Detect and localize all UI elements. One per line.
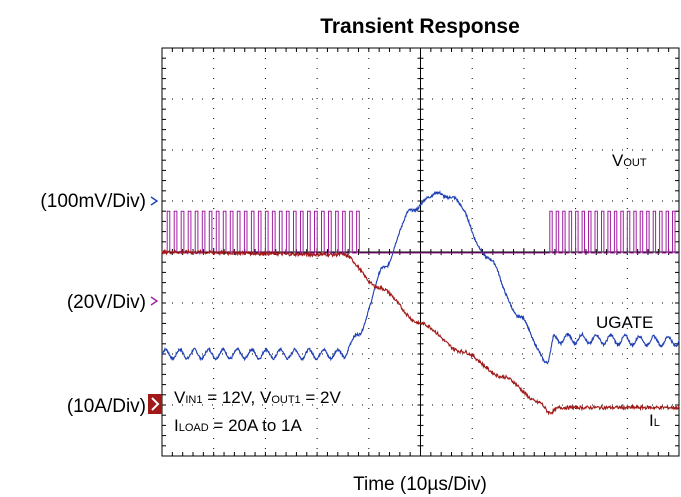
scope-graticule <box>161 47 680 457</box>
vout-trace <box>161 190 680 365</box>
vout-trace-label: VOUT <box>612 151 647 170</box>
x-axis-label: Time (10µs/Div) <box>353 474 487 495</box>
channel-scale-ugate: (20V/Div) <box>67 292 146 313</box>
ugate-trace-label: UGATE <box>596 313 653 332</box>
ugate-ground-marker <box>150 296 159 306</box>
chart-title: Transient Response <box>320 15 520 38</box>
conditions-line-1: VIN1 = 12V, VOUT1 = 2V <box>174 388 342 407</box>
il-ground-marker-arrow <box>151 397 160 411</box>
vout-ground-marker <box>150 196 159 206</box>
channel-scale-il: (10A/Div) <box>67 396 146 417</box>
conditions-line-2: ILOAD = 20A to 1A <box>174 416 302 435</box>
channel-scale-vout: (100mV/Div) <box>40 191 146 212</box>
il-ground-marker <box>148 394 162 414</box>
il-trace-label: IL <box>649 411 660 430</box>
il-trace <box>161 248 680 416</box>
scope-traces <box>161 190 680 416</box>
